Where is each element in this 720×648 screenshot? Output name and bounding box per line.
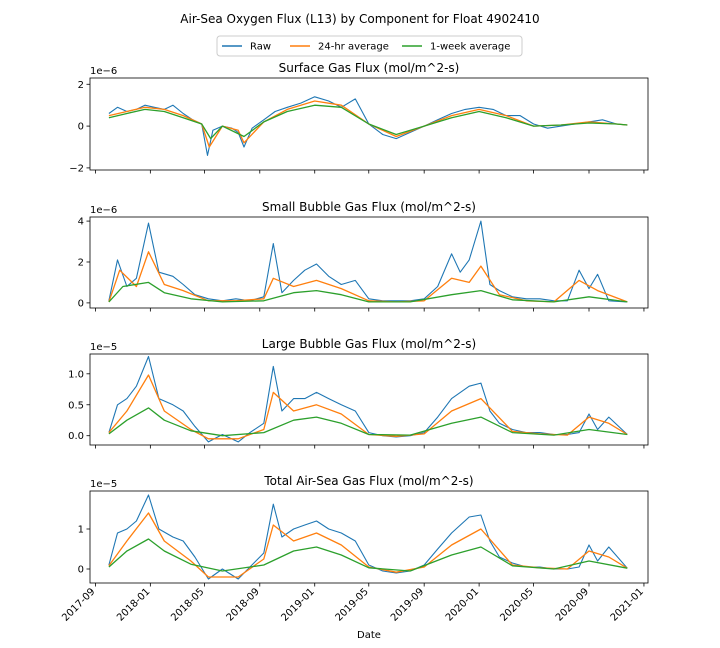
legend-entry-1week: 1-week average — [402, 42, 510, 53]
panel-large-bubble-offset-label: 1e−5 — [90, 342, 117, 353]
panel-small-bubble-title: Small Bubble Gas Flux (mol/m^2-s) — [262, 200, 476, 214]
panel-surface-title: Surface Gas Flux (mol/m^2-s) — [279, 61, 460, 75]
panel-surface-ytick-label: 2 — [78, 80, 84, 91]
panel-large-bubble-ytick-label: 1.0 — [68, 369, 84, 380]
x-axis-label: Date — [357, 630, 381, 641]
panel-small-bubble-series-1week — [108, 281, 628, 303]
legend-label-raw: Raw — [250, 42, 271, 53]
panel-total-series-raw — [108, 494, 628, 580]
panel-surface-ytick-label: −2 — [69, 163, 84, 174]
panel-surface-series-1week — [108, 104, 628, 140]
panel-total-ytick-label: 1 — [78, 525, 84, 536]
legend: Raw 24-hr average 1-week average — [216, 35, 523, 57]
panel-surface-series-raw — [108, 96, 628, 156]
panel-large-bubble-series-raw — [108, 355, 628, 443]
panel-large-bubble-ytick-label: 0.5 — [68, 400, 84, 411]
panel-total-offset-label: 1e−5 — [90, 479, 117, 490]
panel-surface-offset-label: 1e−6 — [90, 66, 117, 77]
panel-small-bubble-ytick-label: 4 — [78, 217, 84, 228]
legend-label-24hr: 24-hr average — [318, 42, 389, 53]
panel-small-bubble-offset-label: 1e−6 — [90, 205, 117, 216]
panel-large-bubble-title: Large Bubble Gas Flux (mol/m^2-s) — [262, 337, 476, 351]
panel-surface: Surface Gas Flux (mol/m^2-s) 1e−6 −2 0 2 — [69, 61, 649, 174]
legend-label-1week: 1-week average — [430, 42, 510, 53]
panel-total-ytick-label: 0 — [78, 565, 84, 576]
panel-small-bubble-ytick-label: 2 — [78, 257, 84, 268]
figure-title: Air-Sea Oxygen Flux (L13) by Component f… — [180, 12, 539, 26]
panel-small-bubble: Small Bubble Gas Flux (mol/m^2-s) 1e−6 0 2 4 — [78, 200, 649, 312]
legend-entry-raw: Raw — [222, 42, 271, 53]
panel-small-bubble-ytick-label: 0 — [78, 298, 84, 309]
panel-total-title: Total Air-Sea Gas Flux (mol/m^2-s) — [263, 474, 473, 488]
panel-large-bubble-ytick-label: 0.0 — [68, 431, 84, 442]
legend-entry-24hr: 24-hr average — [290, 42, 389, 53]
panel-small-bubble-series-raw — [108, 220, 628, 303]
panel-surface-ytick-label: 0 — [78, 122, 84, 133]
panel-total-series-1week — [108, 538, 628, 572]
legend-frame — [216, 35, 523, 57]
panel-large-bubble-series-1week — [108, 407, 628, 437]
panel-large-bubble: Large Bubble Gas Flux (mol/m^2-s) 1e−5 0.0… — [68, 337, 649, 449]
